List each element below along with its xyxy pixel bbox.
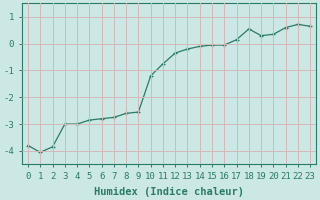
X-axis label: Humidex (Indice chaleur): Humidex (Indice chaleur) (94, 186, 244, 197)
